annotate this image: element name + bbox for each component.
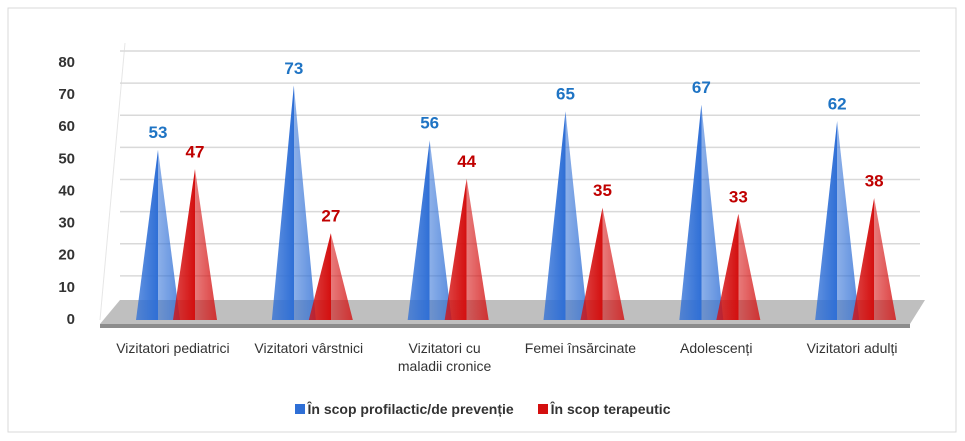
pyramid (679, 104, 724, 320)
pyramid (580, 207, 625, 320)
legend-item: În scop terapeutic (537, 401, 671, 417)
pyramid (407, 140, 452, 320)
pyramid (852, 197, 897, 320)
value-label: 35 (593, 181, 612, 200)
pyramid (444, 178, 489, 320)
legend: În scop profilactic/de prevenție În scop … (0, 401, 965, 417)
value-label: 73 (284, 59, 303, 78)
x-tick-label: Adolescenți (680, 340, 753, 356)
pyramid (271, 85, 316, 320)
x-tick-label: Vizitatori pediatrici (116, 340, 230, 356)
value-label: 27 (321, 207, 340, 226)
floor (100, 300, 925, 324)
x-tick-label: Femei însărcinate (524, 340, 637, 356)
value-label: 47 (186, 142, 205, 161)
value-label: 53 (149, 123, 168, 142)
pyramid (173, 169, 217, 320)
legend-label: În scop profilactic/de prevenție (307, 401, 514, 417)
x-tick-label: Vizitatori cu maladii cronice (397, 340, 492, 374)
y-tick-label: 50 (58, 150, 75, 167)
y-tick-label: 60 (58, 118, 75, 135)
legend-swatch (294, 404, 305, 414)
y-tick-label: 40 (58, 182, 75, 199)
legend-item: În scop profilactic/de prevenție (294, 401, 514, 417)
y-tick-label: 70 (58, 86, 75, 103)
value-label: 33 (729, 187, 748, 206)
value-label: 65 (556, 85, 575, 104)
x-tick-label: Vizitatori adulți (806, 340, 898, 356)
x-tick-label: Vizitatori vârstnici (254, 340, 364, 356)
y-tick-label: 30 (58, 215, 75, 232)
value-label: 44 (457, 152, 476, 171)
pyramid (136, 149, 180, 320)
pyramid (308, 233, 353, 320)
y-tick-label: 10 (58, 279, 75, 296)
value-label: 62 (828, 94, 847, 113)
floor-front (100, 324, 910, 328)
legend-label: În scop terapeutic (550, 401, 671, 417)
value-label: 67 (692, 78, 711, 97)
value-label: 56 (420, 114, 439, 133)
pyramid (716, 213, 761, 320)
value-label: 38 (865, 171, 884, 190)
wall-edge (99, 42, 126, 321)
y-tick-label: 20 (58, 247, 75, 264)
y-tick-label: 80 (58, 54, 75, 71)
y-tick-label: 0 (67, 311, 75, 328)
pyramid (815, 120, 860, 320)
pyramid (543, 111, 588, 320)
legend-swatch (537, 404, 548, 414)
